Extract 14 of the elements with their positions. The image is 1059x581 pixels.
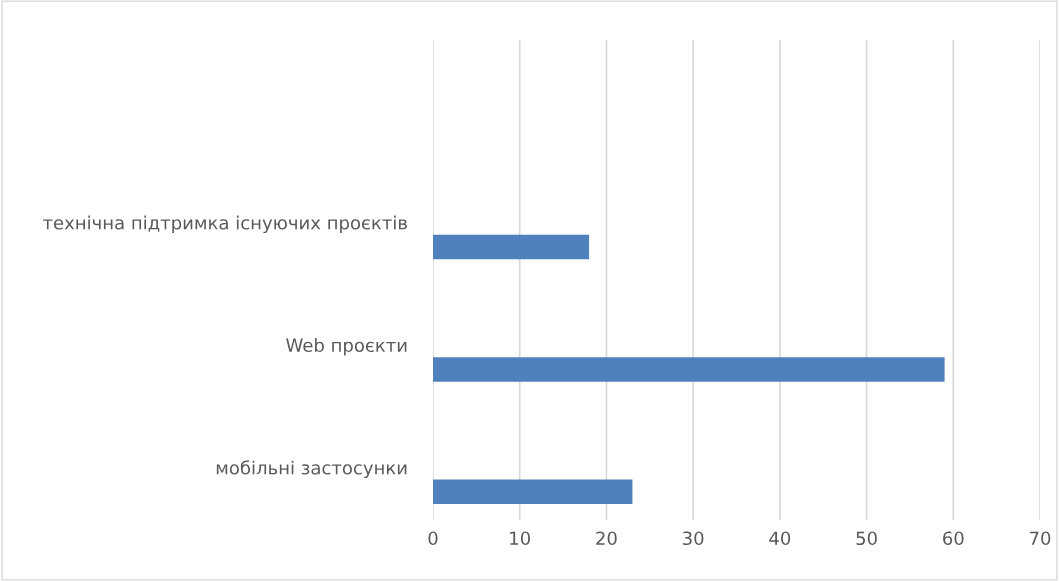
- y-tick-label: технічна підтримка існуючих проєктів: [43, 215, 407, 234]
- x-tick-label: 50: [856, 531, 877, 546]
- x-tick-label: 60: [943, 531, 964, 546]
- bar: [433, 357, 945, 382]
- x-tick-label: 40: [769, 531, 791, 546]
- x-tick-label: 10: [510, 531, 530, 546]
- x-tick-label: 20: [596, 531, 617, 546]
- bar: [433, 234, 590, 260]
- x-tick-label: 70: [1029, 531, 1051, 546]
- y-tick-label: Web проєкти: [286, 338, 407, 356]
- bar: [433, 479, 633, 505]
- y-tick-label: мобільні застосунки: [216, 460, 407, 479]
- x-tick-label: 30: [683, 531, 704, 546]
- x-tick-label: 0: [428, 531, 438, 546]
